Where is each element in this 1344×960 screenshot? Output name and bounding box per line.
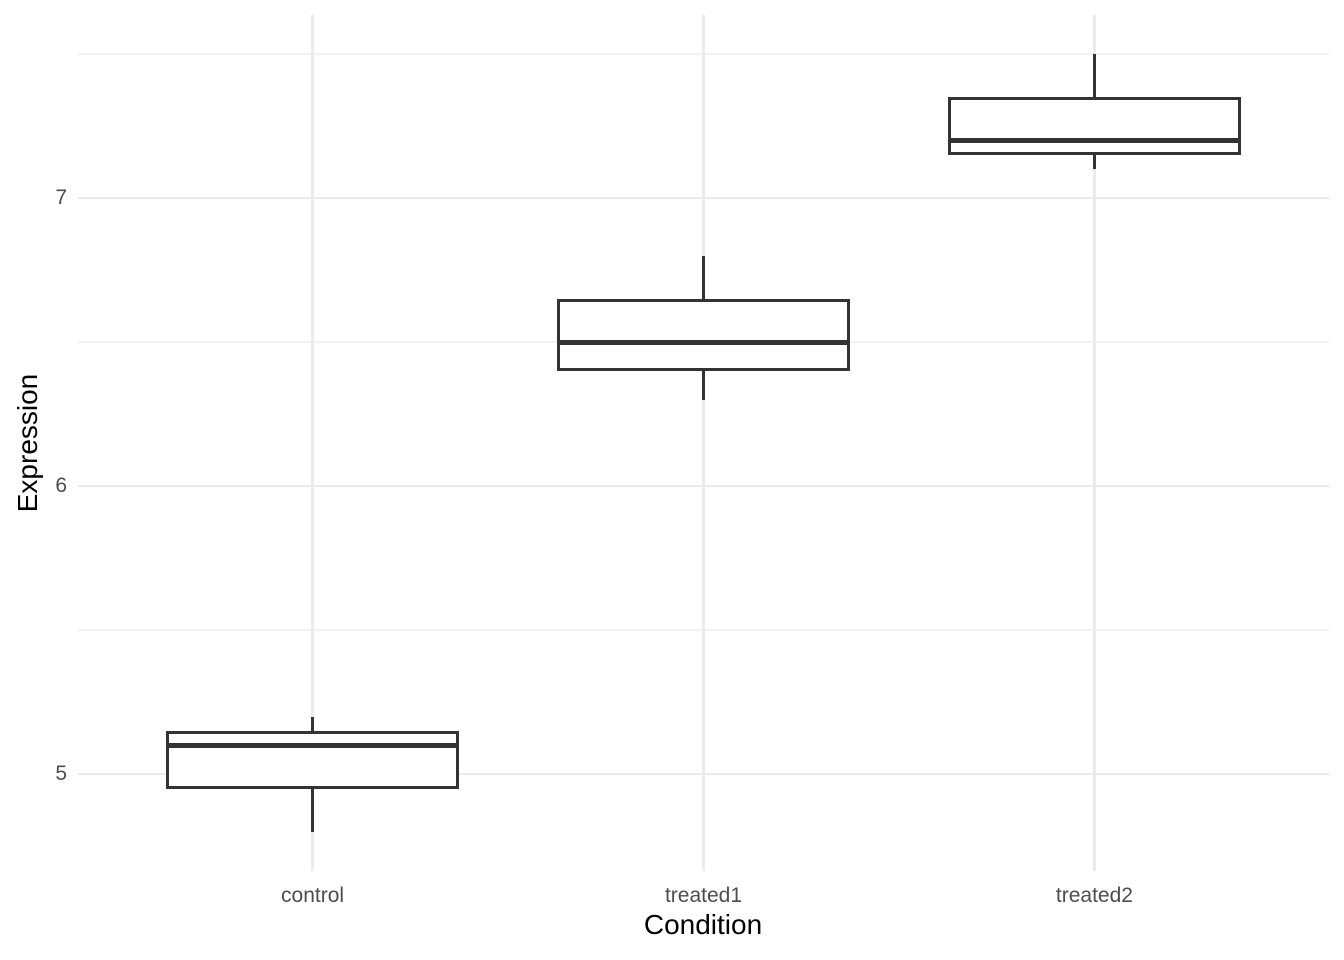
gridline-major-x bbox=[1093, 15, 1096, 871]
x-axis-tick-label: treated1 bbox=[664, 884, 743, 907]
y-axis-tick-label: 6 bbox=[55, 474, 67, 498]
boxplot-median bbox=[168, 742, 457, 748]
boxplot-box bbox=[165, 730, 460, 789]
x-axis-title: Condition bbox=[643, 909, 763, 940]
gridline-major-x bbox=[702, 15, 705, 871]
boxplot-box bbox=[947, 97, 1242, 155]
y-axis-tick-label: 5 bbox=[55, 762, 67, 786]
boxplot-median bbox=[559, 339, 848, 345]
plot-panel bbox=[78, 15, 1329, 871]
y-axis-tick-label: 7 bbox=[55, 185, 67, 209]
gridline-major-x bbox=[311, 15, 314, 871]
x-axis-tick-label: treated2 bbox=[1055, 884, 1133, 907]
boxplot-box bbox=[556, 298, 851, 371]
x-axis-tick-label: control bbox=[281, 884, 345, 907]
boxplot-median bbox=[950, 137, 1239, 143]
